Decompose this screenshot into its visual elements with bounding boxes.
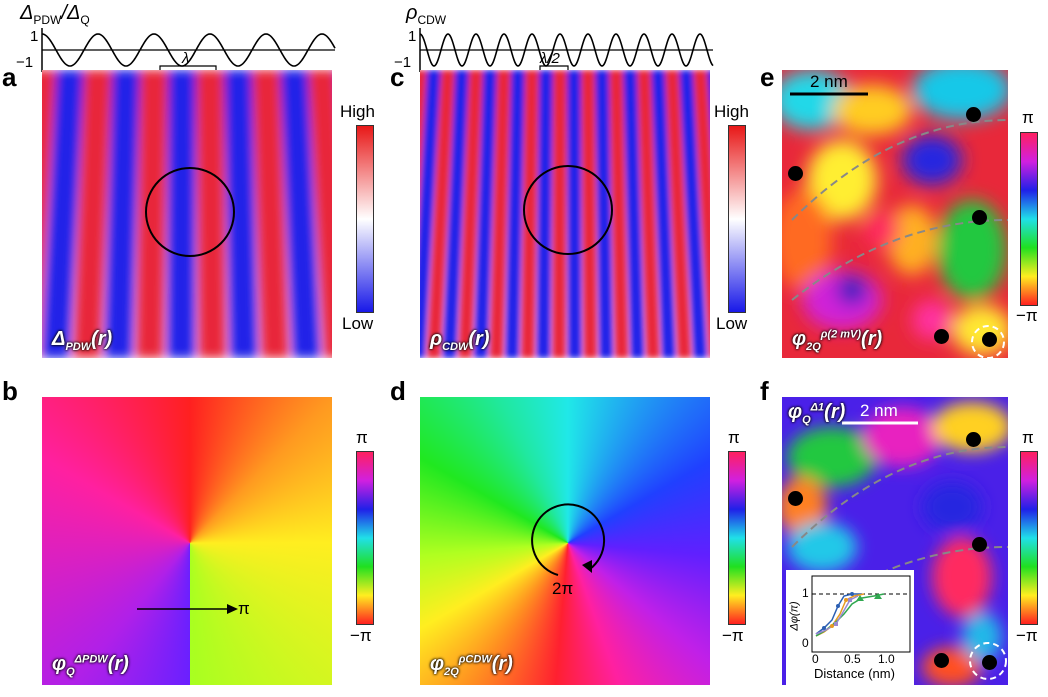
inset-x-label: Distance (nm) xyxy=(814,666,895,681)
vortex-dot xyxy=(934,653,949,668)
panel-c-tick-bottom: −1 xyxy=(394,54,412,71)
panel-c-cbar-high: High xyxy=(714,102,749,121)
panel-e-scale-label: 2 nm xyxy=(810,72,848,91)
stripe xyxy=(567,70,582,358)
stripe xyxy=(489,70,511,358)
panel-c-cbar-low: Low xyxy=(716,314,748,333)
stripe xyxy=(104,70,140,358)
stripe xyxy=(679,70,708,358)
panel-f-label: f xyxy=(760,376,769,406)
panel-e-cbar-top: π xyxy=(1022,108,1034,127)
inset-xtick-0: 0 xyxy=(812,652,819,666)
stripe xyxy=(536,70,553,358)
stripe xyxy=(693,70,710,358)
stripe xyxy=(442,70,469,358)
stripe xyxy=(308,70,332,358)
vortex-dot xyxy=(972,210,987,225)
panel-f-inset-plot: Δφ(π) 1 0 0 0.5 1.0 Distance (nm) xyxy=(786,570,914,686)
panel-a-label: a xyxy=(2,62,17,92)
panel-a-sine-wave xyxy=(41,28,336,72)
panel-d-colorbar xyxy=(728,451,746,625)
stripe xyxy=(552,70,567,358)
panel-b-phase-map: π φQΔPDW(r) xyxy=(42,397,332,685)
vortex-dot xyxy=(788,166,803,181)
panel-b-colorbar xyxy=(356,451,374,625)
stripe xyxy=(609,70,629,358)
stripe xyxy=(581,70,598,358)
panel-b-arrow-label: π xyxy=(238,599,250,618)
panel-a-cbar-low: Low xyxy=(342,314,374,333)
vortex-dot xyxy=(982,655,997,670)
panel-d-cbar-top: π xyxy=(728,428,740,447)
panel-a-map-label: ΔPDW(r) xyxy=(52,328,113,353)
panel-d-phase-map: 2π φ2QρCDW(r) xyxy=(420,397,710,685)
stripe xyxy=(623,70,645,358)
panel-a-cbar-high: High xyxy=(340,102,375,121)
panel-d-cbar-bottom: −π xyxy=(722,626,744,645)
stripe xyxy=(167,70,196,358)
inset-ytick-1: 1 xyxy=(802,586,809,600)
panel-e-phase-map: 2 nm φ2Qρ(2 mV)(r) xyxy=(782,70,1008,358)
stripe xyxy=(280,70,321,358)
inset-xtick-10: 1.0 xyxy=(878,652,895,666)
inset-ytick-0: 0 xyxy=(802,636,809,650)
stripe xyxy=(637,70,661,358)
panel-a-period-label: λ xyxy=(182,50,190,67)
stripe xyxy=(420,70,441,358)
panel-b-map-label: φQΔPDW(r) xyxy=(52,653,129,678)
panel-c-period-label: λ/2 xyxy=(540,50,560,67)
vortex-dot xyxy=(966,107,981,122)
panel-b-label: b xyxy=(2,376,18,406)
panel-a-pdw-map: ΔPDW(r) xyxy=(42,70,332,358)
panel-d-winding-label: 2π xyxy=(552,579,574,598)
stripe xyxy=(135,70,168,358)
stripe xyxy=(42,70,84,358)
inset-xtick-05: 0.5 xyxy=(844,652,861,666)
stripe xyxy=(665,70,692,358)
panel-f-scale-label: 2 nm xyxy=(860,401,898,420)
stripe xyxy=(196,70,227,358)
panel-c-label: c xyxy=(390,62,405,92)
stripe xyxy=(252,70,290,358)
stripe xyxy=(707,70,710,120)
panel-c-cdw-map: ρCDW(r) xyxy=(420,70,710,358)
stripe xyxy=(224,70,258,358)
stripe xyxy=(595,70,614,358)
panel-e-label: e xyxy=(760,62,775,92)
stripe xyxy=(473,70,497,358)
panel-f-cbar-top: π xyxy=(1022,428,1034,447)
panel-c-tick-top: 1 xyxy=(408,28,417,45)
panel-c-colorbar xyxy=(728,125,746,313)
panel-a-wave-title: ΔPDW/ΔQ xyxy=(20,2,90,27)
stripe xyxy=(651,70,676,358)
panel-b-cbar-bottom: −π xyxy=(350,626,372,645)
panel-e-map-label: φ2Qρ(2 mV)(r) xyxy=(792,328,883,353)
inset-y-label: Δφ(π) xyxy=(788,601,801,631)
vortex-dot xyxy=(966,432,981,447)
stripe xyxy=(72,70,112,358)
vortex-dot xyxy=(982,332,997,347)
vortex-dot xyxy=(934,329,949,344)
panel-c-sine-wave xyxy=(419,28,714,72)
panel-d-label: d xyxy=(390,376,406,406)
panel-d-map-label: φ2QρCDW(r) xyxy=(430,653,513,678)
stripe xyxy=(426,70,455,358)
stripe xyxy=(457,70,483,358)
panel-c-map-label: ρCDW(r) xyxy=(430,328,490,353)
panel-c-wave-title: ρCDW xyxy=(406,2,447,27)
panel-b-cbar-top: π xyxy=(356,428,368,447)
stripe xyxy=(520,70,539,358)
panel-f-map-label: φQΔ1(r) xyxy=(788,401,846,426)
vortex-dot xyxy=(788,491,803,506)
panel-a-tick-bottom: −1 xyxy=(16,54,34,71)
panel-a-tick-top: 1 xyxy=(30,28,39,45)
panel-a-colorbar xyxy=(356,125,374,313)
panel-e-colorbar xyxy=(1020,132,1038,306)
stripe xyxy=(505,70,525,358)
panel-e-cbar-bottom: −π xyxy=(1016,306,1038,325)
panel-f-colorbar xyxy=(1020,451,1038,625)
vortex-dot xyxy=(972,537,987,552)
panel-f-cbar-bottom: −π xyxy=(1016,626,1038,645)
